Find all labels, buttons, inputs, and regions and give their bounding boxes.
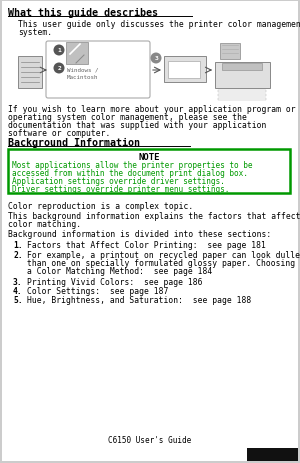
Text: NOTE: NOTE [138, 153, 160, 162]
Text: 5.: 5. [13, 295, 23, 304]
Bar [66, 43, 88, 65]
Text: 2: 2 [58, 66, 61, 71]
Bar [218, 94, 266, 97]
Text: What this guide describes: What this guide describes [8, 8, 158, 18]
Bar [8, 150, 290, 194]
Text: C6150 User's Guide: C6150 User's Guide [108, 435, 192, 444]
Text: If you wish to learn more about your application program or: If you wish to learn more about your app… [8, 105, 296, 114]
Text: operating system color management, please see the: operating system color management, pleas… [8, 113, 247, 122]
Text: This user guide only discusses the printer color management: This user guide only discusses the print… [18, 20, 300, 29]
Text: a Color Matching Method:  see page 184: a Color Matching Method: see page 184 [27, 266, 212, 275]
Text: Driver settings override printer menu settings.: Driver settings override printer menu se… [12, 185, 230, 194]
Text: Application settings override driver settings.: Application settings override driver set… [12, 176, 225, 186]
Text: Windows /: Windows / [67, 68, 98, 73]
Text: Most applications allow the printer properties to be: Most applications allow the printer prop… [12, 161, 253, 169]
Bar [215, 63, 270, 89]
Text: system.: system. [18, 28, 52, 37]
Circle shape [53, 63, 64, 75]
Text: software or computer.: software or computer. [8, 129, 110, 138]
Text: 3.: 3. [13, 277, 23, 287]
Circle shape [53, 45, 64, 56]
Text: 3: 3 [154, 56, 158, 62]
Text: 1.: 1. [13, 240, 23, 250]
FancyBboxPatch shape [46, 42, 150, 99]
Bar [164, 57, 206, 83]
Bar [18, 57, 42, 89]
Bar [247, 448, 298, 461]
Text: Macintosh: Macintosh [67, 75, 98, 80]
Text: Hue, Brightness, and Saturation:  see page 188: Hue, Brightness, and Saturation: see pag… [27, 295, 251, 304]
Text: 4.: 4. [13, 287, 23, 295]
Circle shape [151, 53, 161, 64]
Text: 2.: 2. [13, 250, 23, 259]
Bar [218, 98, 266, 101]
Text: This background information explains the factors that affect: This background information explains the… [8, 212, 300, 220]
Text: documentation that was supplied with your application: documentation that was supplied with you… [8, 121, 266, 130]
Text: Factors that Affect Color Printing:  see page 181: Factors that Affect Color Printing: see … [27, 240, 266, 250]
Bar [222, 64, 262, 71]
Text: than one on specially formulated glossy paper. Choosing: than one on specially formulated glossy … [27, 258, 295, 268]
Bar [218, 90, 266, 93]
Text: accessed from within the document print dialog box.: accessed from within the document print … [12, 169, 248, 178]
Bar [220, 44, 240, 60]
Text: Background Information: Background Information [8, 138, 140, 148]
Text: Printing Vivid Colors:  see page 186: Printing Vivid Colors: see page 186 [27, 277, 203, 287]
Text: Color Settings:  see page 187: Color Settings: see page 187 [27, 287, 168, 295]
Text: 1: 1 [58, 49, 61, 53]
Text: For example, a printout on recycled paper can look duller: For example, a printout on recycled pape… [27, 250, 300, 259]
Bar [168, 62, 200, 79]
Text: Color reproduction is a complex topic.: Color reproduction is a complex topic. [8, 201, 193, 211]
Text: color matching.: color matching. [8, 219, 81, 229]
Text: Background information is divided into these sections:: Background information is divided into t… [8, 230, 271, 238]
